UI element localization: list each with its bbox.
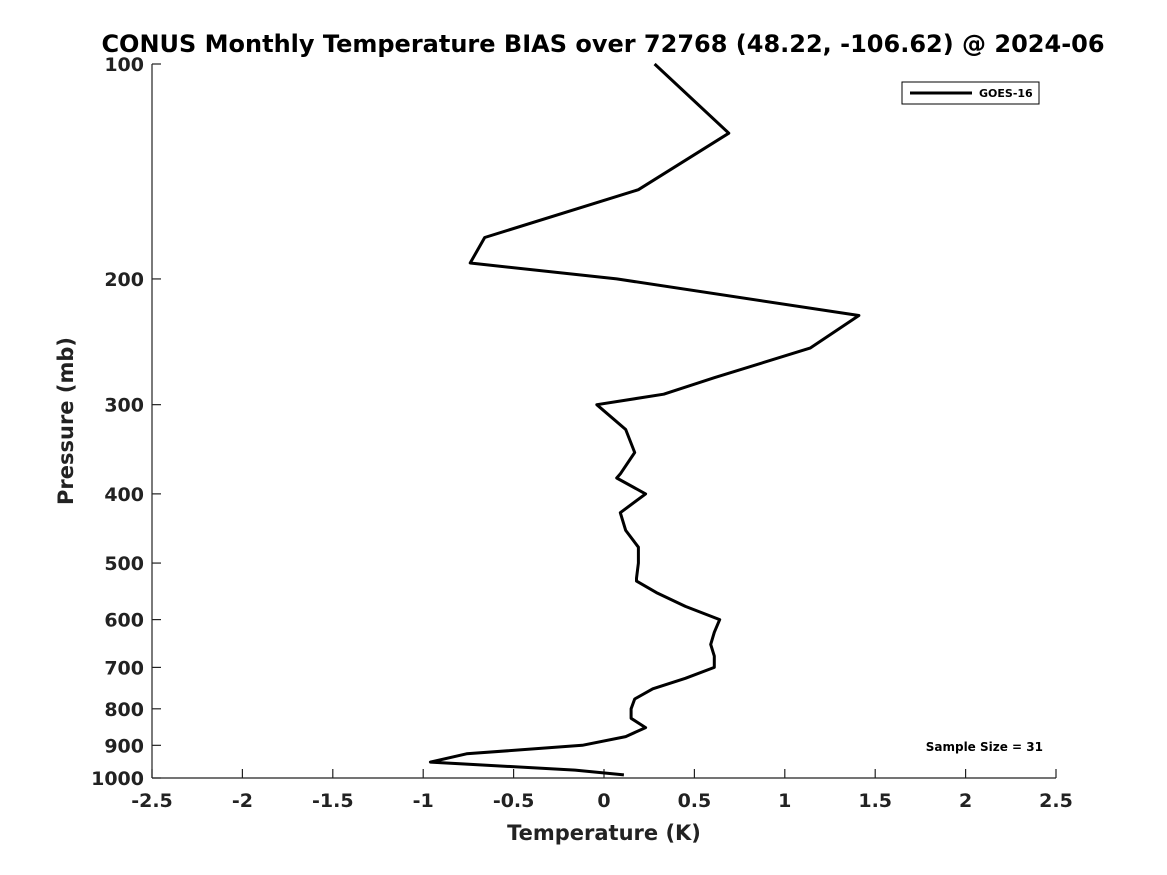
series-line-goes16 — [428, 62, 861, 777]
legend: GOES-16 — [901, 81, 1040, 105]
chart-title: CONUS Monthly Temperature BIAS over 7276… — [101, 30, 1104, 58]
y-axis-label: Pressure (mb) — [54, 337, 78, 505]
x-tick-label: 0 — [597, 790, 610, 812]
plot-area — [151, 64, 1056, 779]
y-tick-label: 600 — [104, 610, 144, 632]
y-tick-label: 1000 — [91, 768, 144, 790]
series-layer — [428, 62, 861, 777]
x-tick-label: 1 — [778, 790, 791, 812]
x-tick-label: -1.5 — [312, 790, 354, 812]
x-tick-label: 2.5 — [1039, 790, 1073, 812]
x-tick-label: -2.5 — [131, 790, 173, 812]
y-tick-label: 900 — [104, 735, 144, 757]
y-tick-label: 200 — [104, 269, 144, 291]
y-tick-label: 400 — [104, 484, 144, 506]
x-tick-label: -1 — [413, 790, 434, 812]
sample-size-annotation: Sample Size = 31 — [926, 740, 1043, 754]
y-ticks: 100 200 300 400 500 600 700 800 900 1000 — [91, 54, 161, 790]
legend-label-goes16: GOES-16 — [979, 87, 1033, 100]
x-tick-label: -0.5 — [493, 790, 535, 812]
x-tick-label: 0.5 — [678, 790, 712, 812]
y-tick-label: 100 — [104, 54, 144, 76]
x-ticks: -2.5 -2 -1.5 -1 -0.5 0 0.5 1 1.5 2 2.5 — [131, 769, 1073, 812]
x-axis-label: Temperature (K) — [507, 821, 701, 845]
x-tick-label: 1.5 — [858, 790, 892, 812]
y-tick-label: 700 — [104, 657, 144, 679]
x-tick-label: 2 — [959, 790, 972, 812]
y-tick-label: 800 — [104, 699, 144, 721]
x-tick-label: -2 — [232, 790, 253, 812]
y-tick-label: 500 — [104, 553, 144, 575]
y-tick-label: 300 — [104, 395, 144, 417]
